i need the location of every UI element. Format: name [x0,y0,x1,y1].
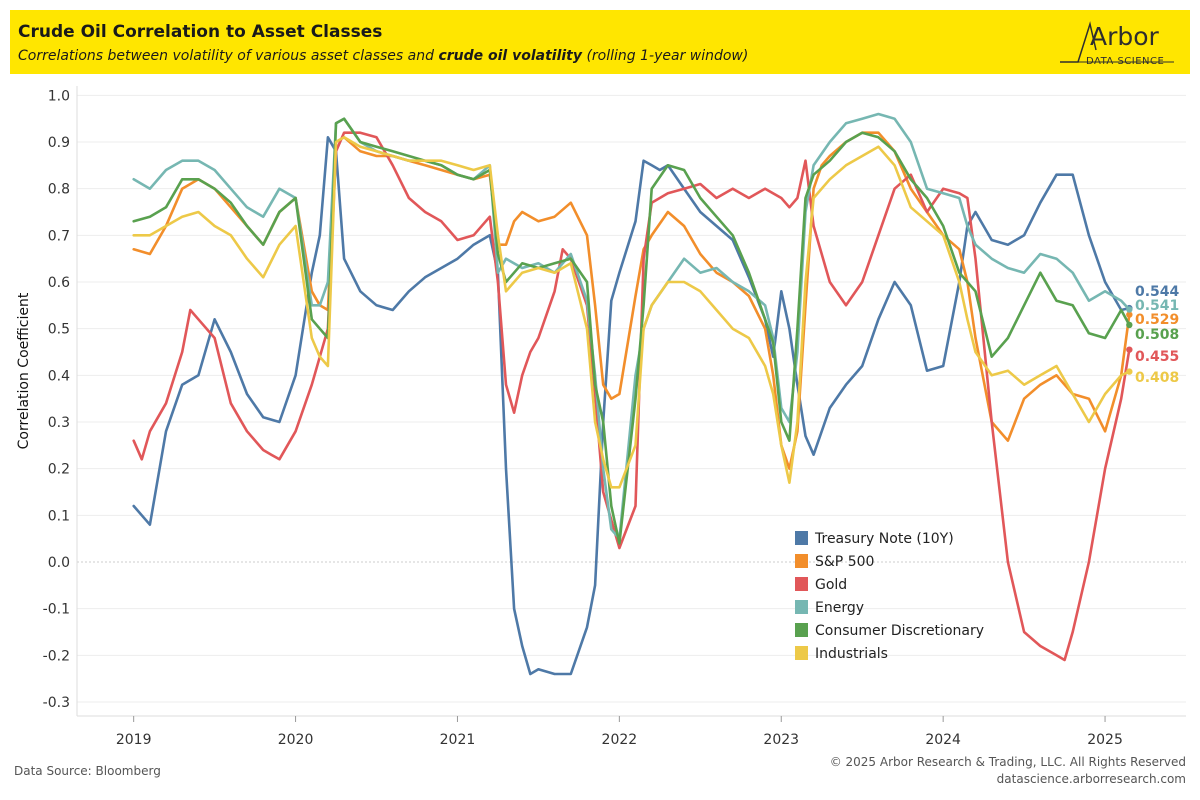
series-end-point [1126,346,1133,353]
end-value-label: 0.544 [1135,284,1180,300]
series-end-point [1126,368,1133,375]
end-value-label: 0.529 [1135,312,1179,328]
legend-label: Consumer Discretionary [815,623,984,639]
y-tick-label: -0.1 [43,602,70,618]
subtitle-text-bold: crude oil volatility [438,48,583,64]
series-lines [132,112,1133,676]
x-tick-label: 2025 [1087,732,1123,748]
logo-subtitle: DATA SCIENCE [1086,56,1165,67]
y-tick-label: 0.6 [48,275,70,291]
legend-swatch [795,623,808,637]
end-value-label: 0.408 [1135,370,1179,386]
y-tick-label: 0.7 [48,228,70,244]
end-value-label: 0.508 [1135,327,1179,343]
legend-label: Industrials [815,646,888,662]
series-line-4 [132,117,1131,545]
data-source-note: Data Source: Bloomberg [14,764,161,778]
series-line-5 [132,136,1131,489]
y-tick-label: 0.0 [48,555,70,571]
y-tick-label: 0.3 [48,415,70,431]
legend-label: Treasury Note (10Y) [814,531,954,547]
series-end-point [1126,311,1133,318]
website-text: datascience.arborresearch.com [996,772,1186,786]
y-axis-ticks: 1.0 0.9 0.8 0.7 0.6 0.5 0.4 0.3 0.2 0.1 0.0 -0.1 -0.… [43,88,70,711]
chart-title: Crude Oil Correlation to Asset Classes [18,22,383,42]
series-end-point [1126,321,1133,329]
x-tick-label: 2021 [440,732,476,748]
x-axis-ticks: 2019 2020 2021 2022 2023 2024 2025 [116,716,1123,748]
copyright-block: © 2025 Arbor Research & Trading, LLC. Al… [830,754,1186,788]
end-value-labels: 0.544 0.529 0.455 0.541 0.508 0.408 [1135,284,1180,386]
y-tick-label: 0.2 [48,462,70,478]
arbor-logo: Arbor DATA SCIENCE [1056,16,1176,72]
copyright-text: © 2025 Arbor Research & Trading, LLC. Al… [829,755,1186,769]
y-tick-label: -0.3 [43,695,70,711]
y-tick-label: 0.1 [48,508,70,524]
x-tick-label: 2020 [278,732,314,748]
legend-label: S&P 500 [815,554,874,570]
end-value-label: 0.541 [1135,298,1179,314]
y-tick-label: 0.5 [48,322,70,338]
y-tick-label: 1.0 [48,88,70,104]
y-tick-label: 0.8 [48,182,70,198]
series-line-1 [132,131,1131,470]
legend-swatch [795,577,808,591]
x-tick-label: 2024 [925,732,961,748]
subtitle-text-post: (rolling 1-year window) [582,48,749,64]
chart-subtitle: Correlations between volatility of vario… [18,48,748,64]
logo-mark-icon [1060,21,1174,63]
y-tick-label: 0.4 [48,368,70,384]
y-tick-label: -0.2 [43,648,70,664]
legend-label: Energy [815,600,864,616]
grid-lines [76,86,1186,717]
header-banner: Crude Oil Correlation to Asset Classes C… [10,10,1190,74]
series-line-3 [132,112,1131,540]
legend-swatch [795,531,808,545]
legend: Treasury Note (10Y) S&P 500 Gold Energy Cons… [795,531,984,662]
y-axis-label: Correlation Coefficient [16,292,32,449]
series-line-2 [132,131,1131,662]
y-tick-label: 0.9 [48,135,70,151]
legend-swatch [795,646,808,660]
x-tick-label: 2023 [763,732,799,748]
end-value-label: 0.455 [1135,349,1179,365]
x-tick-label: 2022 [602,732,638,748]
legend-swatch [795,554,808,568]
subtitle-text-pre: Correlations between volatility of vario… [18,48,439,64]
x-tick-label: 2019 [116,732,152,748]
series-line-0 [132,136,1131,676]
series-end-point [1126,306,1133,313]
legend-swatch [795,600,808,614]
legend-label: Gold [815,577,847,593]
logo-name: Arbor [1090,22,1159,51]
